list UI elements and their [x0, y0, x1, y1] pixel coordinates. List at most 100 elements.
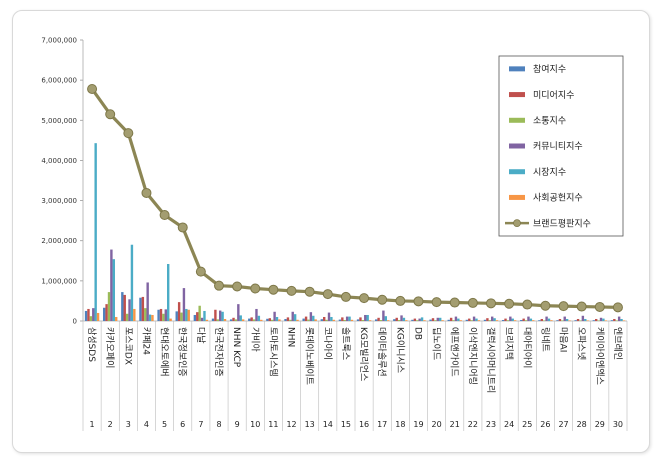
bar [307, 319, 310, 321]
category-label: 엔브레인 [612, 327, 623, 360]
legend-swatch [509, 194, 525, 200]
bar [139, 297, 142, 321]
rank-label: 11 [268, 420, 278, 429]
category-label: 링네트 [539, 327, 551, 352]
bar [547, 318, 551, 321]
rank-label: 7 [198, 420, 203, 429]
bar [602, 318, 605, 321]
bar [620, 318, 623, 321]
bar [441, 320, 444, 321]
line-point [340, 291, 351, 302]
rank-label: 15 [341, 420, 351, 429]
bar [241, 319, 245, 321]
bar [561, 320, 564, 321]
bar [359, 317, 362, 321]
y-tick-label: 4,000,000 [41, 157, 77, 165]
bar [314, 319, 317, 321]
category-label: 가비아 [249, 327, 260, 353]
rank-label: 30 [613, 420, 623, 429]
rank-label: 10 [250, 420, 260, 429]
bar [522, 318, 525, 321]
bar [103, 307, 106, 321]
category-label: 케이아이엔엑스 [594, 327, 606, 385]
bar [148, 314, 152, 321]
bar [356, 319, 360, 321]
bar [493, 318, 496, 321]
bar [501, 319, 505, 321]
legend-swatch [509, 92, 525, 98]
bar [348, 316, 351, 321]
bar [94, 143, 97, 321]
rank-label: 28 [577, 420, 587, 429]
bar [330, 316, 333, 321]
bar [87, 308, 90, 321]
bar [429, 319, 432, 321]
line-point [359, 293, 370, 304]
category-label: 브리지텍 [503, 327, 514, 360]
bar [558, 318, 562, 321]
bar [312, 315, 315, 321]
bar [420, 317, 424, 321]
bar [447, 319, 450, 321]
y-tick-label: 2,000,000 [41, 237, 77, 245]
chart-frame: 0 1,000,000 2,000,000 3,000,000 4,000,000 5,0… [12, 10, 650, 453]
bar [115, 316, 118, 321]
bar [302, 318, 305, 321]
bar [524, 320, 528, 321]
line-point [540, 300, 551, 311]
bar [423, 320, 426, 321]
category-label: 포스코DX [122, 327, 133, 365]
category-label: KG이니시스 [394, 327, 405, 373]
bar [105, 304, 108, 321]
bar [395, 317, 398, 321]
bar [361, 319, 365, 321]
category-label: 딥노이드 [431, 327, 443, 360]
bar [266, 318, 269, 321]
category-label: 코나아이 [322, 327, 333, 360]
legend-swatch [509, 117, 525, 123]
bar [214, 309, 217, 321]
y-tick-label: 0 [73, 318, 77, 326]
bar [411, 319, 414, 321]
bar [275, 316, 279, 321]
bar [125, 313, 129, 321]
bar [325, 319, 328, 321]
bar [416, 320, 419, 321]
bar [133, 308, 136, 321]
y-tick-label: 1,000,000 [41, 277, 77, 285]
bar [84, 310, 88, 321]
bar [286, 317, 290, 321]
legend-label: 소통지수 [533, 115, 566, 126]
bar [211, 318, 215, 321]
rank-label: 6 [180, 420, 185, 429]
category-label: 이삭엔지니어링 [467, 327, 479, 385]
bar [278, 319, 281, 321]
bar [185, 308, 188, 321]
line-point [395, 295, 406, 306]
bar [89, 316, 93, 321]
category-label: 마음AI [558, 327, 569, 352]
rank-label: 18 [395, 420, 405, 429]
y-tick-label: 7,000,000 [41, 37, 77, 45]
line-point [286, 285, 297, 296]
rank-label: 16 [359, 420, 369, 429]
rank-label: 19 [413, 420, 423, 429]
bar [465, 319, 469, 321]
bar [223, 318, 227, 321]
bar [169, 318, 172, 321]
line-point [159, 210, 170, 221]
rank-label: 5 [162, 420, 167, 429]
rank-label: 12 [286, 420, 296, 429]
bar [187, 309, 190, 321]
bar [384, 316, 387, 321]
line-point [105, 109, 116, 120]
bar [540, 318, 543, 321]
line-point [177, 222, 188, 233]
line-point [304, 286, 315, 297]
bar [509, 316, 512, 321]
rank-label: 3 [126, 420, 131, 429]
line-point [322, 289, 333, 300]
bar [157, 309, 160, 321]
category-label: 대아티아이 [521, 327, 532, 368]
line-point [232, 281, 243, 292]
